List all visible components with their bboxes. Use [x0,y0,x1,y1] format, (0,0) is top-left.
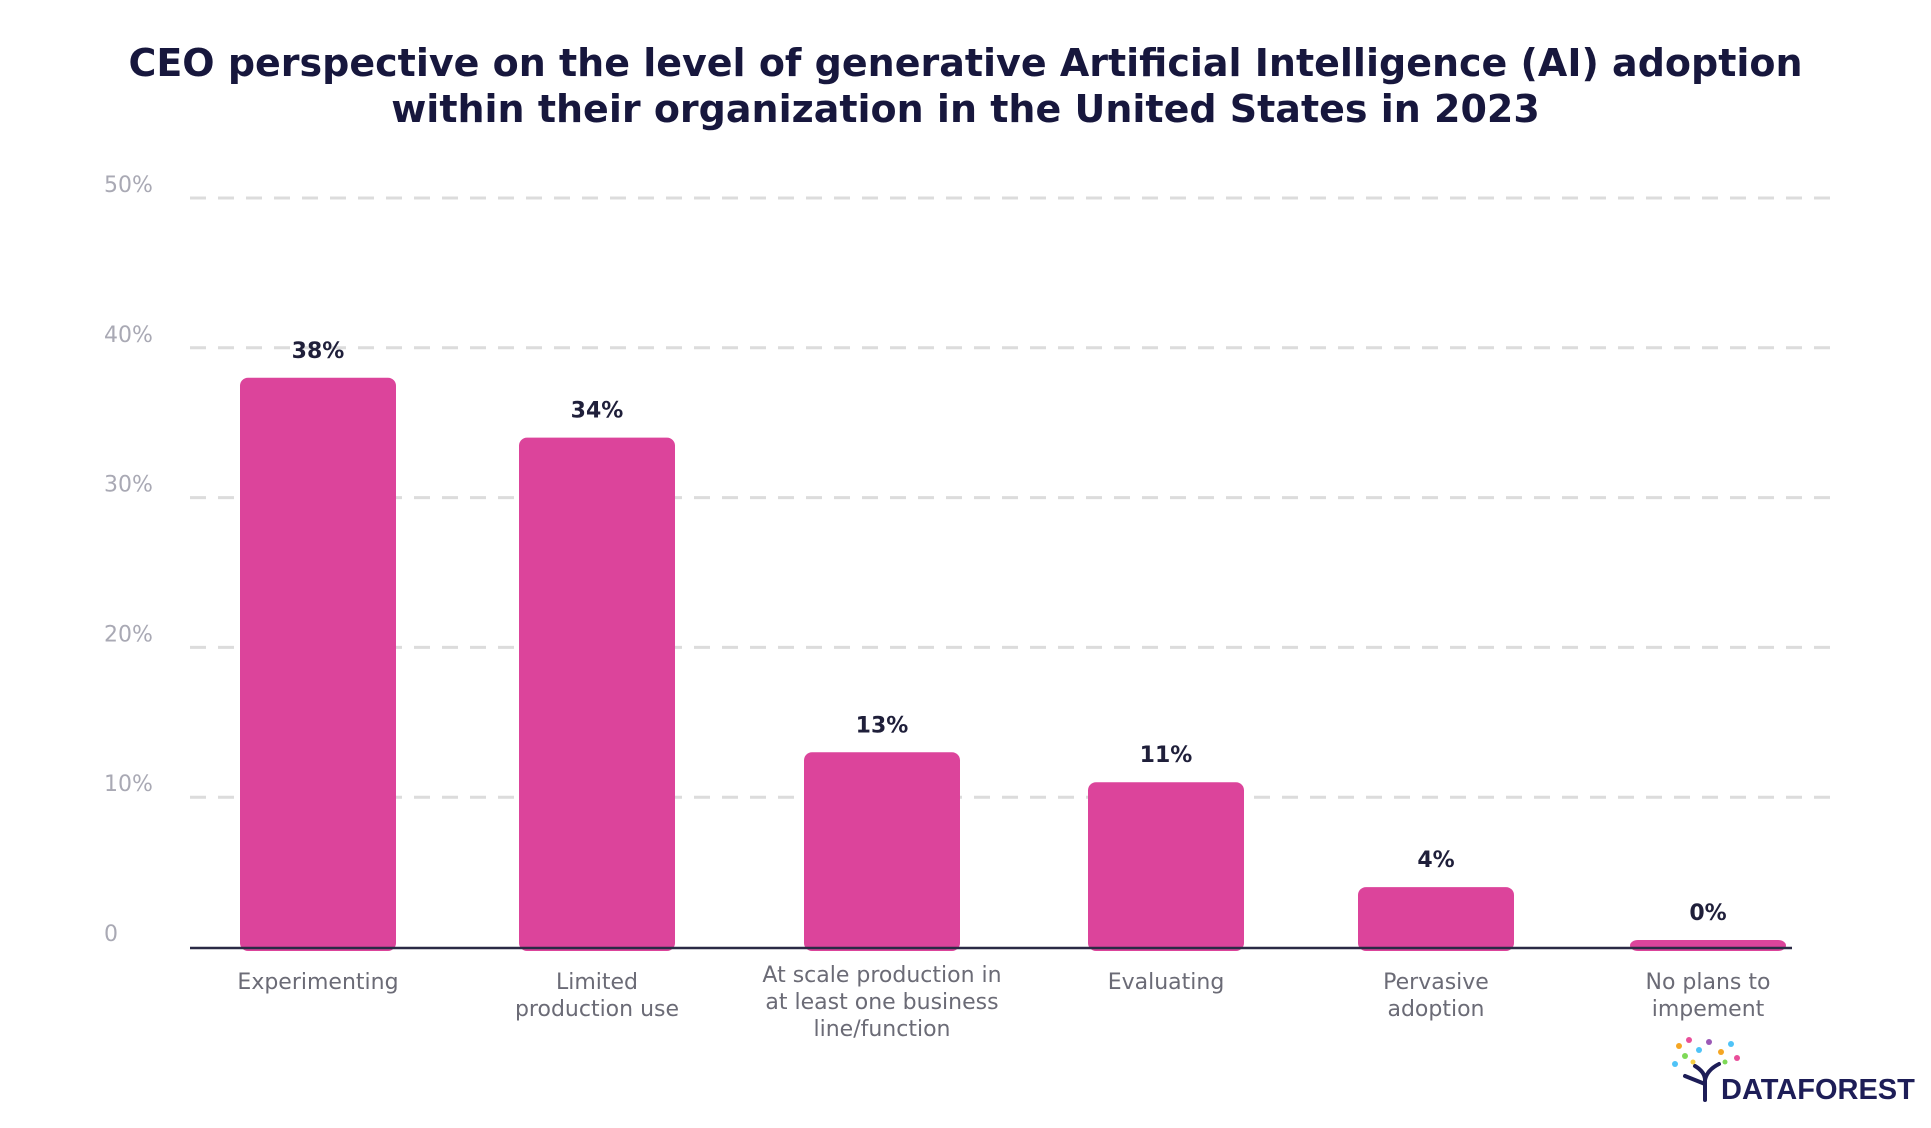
y-tick-label: 30% [104,473,153,498]
bar [1630,940,1786,951]
data-label: 34% [571,399,624,424]
category-label: Experimenting [237,970,398,995]
chart-title: CEO perspective on the level of generati… [0,40,1931,132]
data-label: 4% [1417,848,1454,873]
category-label: Evaluating [1108,970,1225,995]
category-label: At scale production in [762,963,1001,988]
bar [1088,782,1244,951]
category-label: Limited [556,970,638,995]
category-label: No plans to [1646,970,1771,995]
category-label: impement [1652,997,1765,1022]
y-tick-label: 10% [104,772,153,797]
data-label: 11% [1140,743,1193,768]
category-label: at least one business [765,990,998,1015]
tree-icon [1672,1037,1740,1102]
bar [804,752,960,951]
y-tick-label: 0 [104,922,118,947]
brand-logo: DATAFOREST [1665,1032,1915,1106]
y-tick-label: 20% [104,622,153,647]
category-label: line/function [814,1017,951,1042]
bar [240,377,396,951]
chart-title-line-2: within their organization in the United … [391,87,1540,131]
data-label: 38% [292,339,345,364]
category-label: adoption [1387,997,1484,1022]
data-label: 13% [856,713,909,738]
chart-title-line-1: CEO perspective on the level of generati… [128,41,1803,85]
category-label: Pervasive [1383,970,1489,995]
category-label: production use [515,997,679,1022]
bar [1358,887,1514,951]
y-tick-label: 50% [104,173,153,198]
y-tick-label: 40% [104,323,153,348]
data-label: 0% [1689,901,1726,926]
brand-name: DATAFOREST [1721,1074,1915,1106]
bar [519,437,675,951]
